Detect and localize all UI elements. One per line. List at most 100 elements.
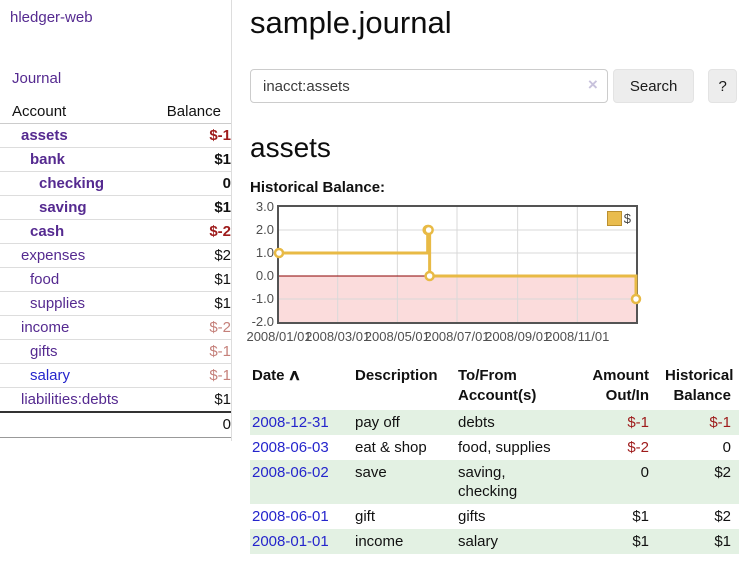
chart-plot-area[interactable]: $ — [273, 205, 642, 324]
y-axis-tick: -1.0 — [251, 291, 274, 306]
app-brand-link[interactable]: hledger-web — [10, 9, 93, 26]
y-axis-tick: 1.0 — [255, 245, 274, 260]
y-axis-tick: 0.0 — [255, 268, 274, 283]
y-axis-tick: 3.0 — [255, 199, 274, 214]
x-axis-tick: 2008/09/01 — [485, 329, 551, 344]
transaction-row: 2008-12-31 pay off debts $-1 $-1 — [250, 410, 739, 435]
historical-balance-chart: $ 3.0 2.0 1.0 0.0 -1.0 -2.0 2008/01/01 2008/03/… — [246, 199, 720, 351]
accounts-total-row: 0 — [0, 411, 231, 438]
transaction-description: save — [347, 460, 450, 504]
y-axis-tick: 2.0 — [255, 222, 274, 237]
account-row: supplies $1 — [0, 291, 231, 316]
sidebar-item-journal[interactable]: Journal — [12, 70, 62, 87]
sort-ascending-icon: ∧ — [287, 367, 301, 384]
transactions-table: Date ∧ Description To/From Account(s) Amou… — [250, 363, 739, 554]
account-row: cash $-2 — [0, 219, 231, 244]
accounts-total-balance: 0 — [140, 411, 231, 438]
transaction-accounts: debts — [450, 410, 572, 435]
clear-search-icon[interactable]: × — [587, 75, 598, 94]
x-axis-tick: 2008/07/01 — [424, 329, 490, 344]
account-row: salary $-1 — [0, 363, 231, 388]
transactions-table-header: Date ∧ Description To/From Account(s) Amou… — [250, 363, 739, 410]
x-axis-tick: 2008/03/01 — [305, 329, 371, 344]
x-axis-tick: 2008/11/01 — [545, 329, 610, 344]
transaction-description: gift — [355, 508, 376, 525]
transaction-accounts: food, supplies — [458, 439, 551, 456]
transaction-balance: $2 — [657, 460, 739, 504]
transaction-amount: 0 — [572, 460, 657, 504]
main-content: sample.journal × Search ? assets Histori… — [233, 0, 742, 582]
accounts-table-header: Account Balance — [0, 101, 231, 124]
transaction-date-link[interactable]: 2008-06-03 — [252, 439, 329, 456]
account-row: expenses $2 — [0, 243, 231, 268]
account-row: food $1 — [0, 267, 231, 292]
account-link[interactable]: supplies — [30, 295, 86, 312]
account-link[interactable]: bank — [30, 151, 66, 168]
account-balance: $1 — [140, 195, 231, 220]
transaction-date-link[interactable]: 2008-06-02 — [252, 464, 329, 481]
account-balance: $-2 — [140, 315, 231, 340]
account-balance: $-1 — [140, 363, 231, 388]
accounts-table: Account Balance assets $-1 bank $1 check… — [0, 101, 231, 438]
transaction-accounts: gifts — [458, 508, 486, 525]
column-header-amount: Amount Out/In — [592, 367, 649, 404]
column-header-accounts: To/From Account(s) — [458, 367, 537, 404]
search-input[interactable] — [250, 69, 608, 103]
account-balance: $-2 — [140, 219, 231, 244]
transaction-accounts: saving, checking — [450, 460, 572, 504]
account-balance: $-1 — [140, 123, 231, 148]
search-form: × Search ? — [250, 69, 737, 103]
account-link[interactable]: assets — [21, 127, 68, 144]
transaction-row: 2008-06-02 save saving, checking 0 $2 — [250, 460, 739, 504]
account-link[interactable]: liabilities:debts — [21, 391, 119, 408]
transaction-date-link[interactable]: 2008-01-01 — [252, 533, 329, 550]
account-link[interactable]: saving — [39, 199, 87, 216]
transaction-balance: $-1 — [657, 410, 739, 435]
column-header-balance: Historical Balance — [665, 367, 734, 404]
transaction-accounts: salary — [450, 529, 572, 554]
account-balance: $1 — [140, 387, 231, 413]
chart-legend: $ — [604, 210, 633, 227]
transaction-balance: 0 — [722, 439, 731, 456]
account-row: saving $1 — [0, 195, 231, 220]
transaction-description: pay off — [347, 410, 450, 435]
column-header-description: Description — [355, 367, 438, 384]
account-link[interactable]: gifts — [30, 343, 58, 360]
help-button[interactable]: ? — [708, 69, 737, 103]
transaction-amount: $-1 — [572, 410, 657, 435]
transaction-amount: $-2 — [627, 439, 649, 456]
transaction-date-link[interactable]: 2008-06-01 — [252, 508, 329, 525]
account-link[interactable]: income — [21, 319, 70, 336]
chart-title: Historical Balance: — [250, 179, 386, 196]
account-row: income $-2 — [0, 315, 231, 340]
account-balance: $1 — [140, 147, 231, 172]
account-link[interactable]: cash — [30, 223, 65, 240]
transaction-row: 2008-06-03 eat & shop food, supplies $-2… — [250, 435, 739, 460]
column-header-date[interactable]: Date ∧ — [252, 367, 301, 384]
transaction-row: 2008-01-01 income salary $1 $1 — [250, 529, 739, 554]
account-link[interactable]: expenses — [21, 247, 86, 264]
legend-swatch — [606, 211, 622, 226]
account-balance: 0 — [140, 171, 231, 196]
transaction-amount: $1 — [572, 529, 657, 554]
accounts-header-account: Account — [0, 101, 141, 124]
account-link[interactable]: food — [30, 271, 60, 288]
transaction-date-link[interactable]: 2008-12-31 — [252, 414, 329, 431]
account-balance: $-1 — [140, 339, 231, 364]
transaction-amount: $1 — [632, 508, 649, 525]
account-row: assets $-1 — [0, 123, 231, 148]
search-button[interactable]: Search — [612, 69, 695, 103]
account-link[interactable]: salary — [30, 367, 71, 384]
account-row: liabilities:debts $1 — [0, 387, 231, 413]
accounts-header-balance: Balance — [140, 101, 231, 124]
transaction-balance: $1 — [657, 529, 739, 554]
account-balance: $1 — [140, 291, 231, 316]
x-axis-tick: 2008/01/01 — [246, 329, 312, 344]
account-heading: assets — [250, 132, 331, 163]
account-link[interactable]: checking — [39, 175, 105, 192]
legend-label: $ — [623, 211, 631, 226]
transaction-balance: $2 — [714, 508, 731, 525]
account-balance: $1 — [140, 267, 231, 292]
transaction-row: 2008-06-01 gift gifts $1 $2 — [250, 504, 739, 529]
transaction-description: income — [347, 529, 450, 554]
